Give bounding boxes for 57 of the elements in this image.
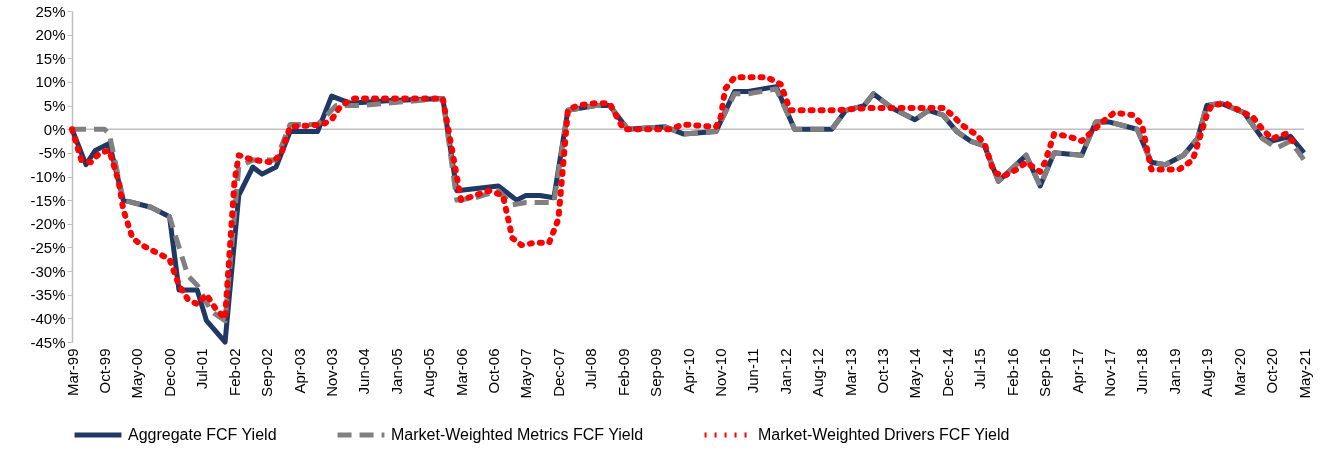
x-tick-label: Jan-19	[1166, 348, 1184, 395]
legend-label: Market-Weighted Drivers FCF Yield	[758, 426, 1010, 443]
x-tick-label: May-14	[906, 348, 924, 399]
x-tick-label: Oct-13	[874, 348, 892, 394]
x-tick-label: Mar-20	[1230, 348, 1248, 397]
y-tick-label: -15%	[30, 191, 66, 209]
x-tick-label: Apr-17	[1068, 348, 1086, 394]
x-tick-label: Jun-18	[1133, 348, 1151, 395]
x-tick-label: Aug-12	[809, 348, 827, 397]
y-tick-label: -5%	[38, 144, 66, 162]
y-tick-label: -20%	[30, 215, 66, 233]
x-tick-label: Nov-03	[323, 348, 341, 397]
x-tick-label: Aug-19	[1198, 348, 1216, 397]
y-tick-label: -35%	[30, 286, 66, 304]
x-tick-label: Apr-03	[290, 348, 308, 394]
x-tick-label: Jun-04	[355, 348, 373, 395]
x-tick-label: Jan-12	[776, 348, 794, 395]
x-tick-label: Mar-13	[841, 348, 859, 397]
x-tick-label: Oct-20	[1263, 348, 1281, 394]
x-tick-label: Oct-99	[96, 348, 114, 394]
x-tick-label: Sep-16	[1036, 348, 1054, 397]
y-tick-label: 10%	[35, 73, 66, 91]
y-tick-label: -45%	[30, 333, 66, 351]
x-tick-label: Nov-17	[1101, 348, 1119, 397]
y-tick-label: 5%	[43, 97, 66, 115]
x-tick-label: May-07	[517, 348, 535, 399]
y-tick-label: 25%	[35, 2, 66, 20]
x-tick-label: Aug-05	[420, 348, 438, 397]
x-tick-label: Dec-07	[549, 348, 567, 397]
x-tick-label: Feb-09	[615, 348, 633, 397]
y-tick-label: -25%	[30, 238, 66, 256]
x-tick-label: Feb-16	[1003, 348, 1021, 397]
y-tick-label: -30%	[30, 262, 66, 280]
x-tick-label: Jan-05	[388, 348, 406, 395]
x-tick-label: Jun-11	[744, 348, 762, 394]
x-tick-label: Oct-06	[485, 348, 503, 394]
x-tick-label: Mar-06	[452, 348, 470, 397]
y-tick-label: -40%	[30, 309, 66, 327]
x-tick-label: Nov-10	[712, 348, 730, 397]
x-tick-label: Dec-00	[161, 348, 179, 397]
y-tick-label: -10%	[30, 168, 66, 185]
x-tick-label: Apr-10	[679, 348, 697, 394]
x-tick-label: Sep-09	[647, 348, 665, 397]
x-tick-label: Dec-14	[939, 348, 956, 397]
x-tick-label: Jul-08	[582, 348, 600, 390]
x-tick-label: Sep-02	[258, 348, 276, 397]
y-tick-label: 0%	[43, 120, 66, 138]
x-tick-label: Jul-01	[193, 348, 211, 390]
y-tick-label: 15%	[35, 49, 66, 67]
y-tick-label: 20%	[35, 26, 66, 44]
x-tick-label: Feb-02	[226, 348, 243, 397]
x-tick-label: May-21	[1295, 348, 1313, 399]
x-tick-label: Mar-99	[63, 348, 81, 397]
x-tick-label: May-00	[128, 348, 146, 399]
legend-label: Market-Weighted Metrics FCF Yield	[391, 426, 644, 443]
x-tick-label: Jul-15	[971, 348, 989, 390]
legend-label: Aggregate FCF Yield	[128, 426, 277, 443]
